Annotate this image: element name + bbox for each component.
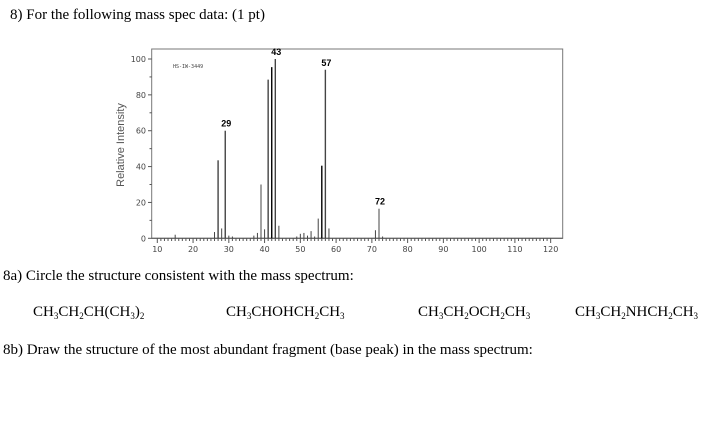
x-tick-label: 40 (259, 245, 269, 254)
formula-text: CH (600, 304, 622, 320)
plot-frame (151, 48, 564, 239)
subscript: 3 (130, 311, 135, 321)
subscript: 3 (693, 311, 699, 321)
peak-label: 43 (271, 47, 281, 57)
formula-text: CH (58, 304, 80, 320)
x-tick-label: 60 (331, 245, 341, 254)
formula-text: CH (319, 304, 341, 320)
peak-label: 29 (221, 119, 231, 129)
y-tick-label: 80 (136, 91, 146, 100)
structure-option-2[interactable]: CH3CHOHCH2CH3 (226, 304, 345, 321)
x-tick-label: 90 (438, 245, 448, 254)
subscript: 3 (340, 311, 345, 321)
formula-text: CH (575, 304, 596, 320)
subscript: 2 (79, 311, 84, 321)
formula-text: ) (134, 304, 140, 320)
subscript: 3 (246, 311, 252, 321)
y-tick-label: 60 (136, 127, 146, 136)
x-tick-label: 80 (403, 245, 413, 254)
subscript: 3 (53, 311, 59, 321)
x-tick-label: 100 (471, 245, 486, 254)
y-tick-label: 0 (141, 234, 146, 243)
structure-option-4[interactable]: CH3CH2NHCH2CH3 (575, 304, 698, 321)
formula-text: CH (418, 304, 439, 320)
subscript: 2 (464, 311, 469, 321)
y-tick-label: 100 (131, 55, 146, 64)
structure-option-1[interactable]: CH3CH2CH(CH3)2 (33, 304, 144, 321)
subscript: 2 (500, 311, 505, 321)
subscript: 2 (668, 311, 673, 321)
subscript: 3 (525, 311, 531, 321)
y-axis-label: Relative Intensity (115, 103, 127, 187)
subscript: 3 (438, 311, 444, 321)
question-title: 8) For the following mass spec data: (1 … (10, 7, 265, 23)
subscript: 3 (595, 311, 601, 321)
formula-text: NHCH (625, 304, 669, 320)
formula-text: CHOHCH (251, 304, 315, 320)
peak-label: 72 (375, 197, 385, 207)
x-tick-label: 10 (152, 245, 162, 254)
x-tick-label: 30 (224, 245, 234, 254)
y-tick-label: 40 (136, 163, 146, 172)
part-b-prompt: 8b) Draw the structure of the most abund… (3, 342, 533, 358)
x-tick-label: 110 (507, 245, 522, 254)
structure-option-3[interactable]: CH3CH2OCH2CH3 (418, 304, 530, 321)
formula-text: CH(CH (83, 304, 131, 320)
x-tick-label: 70 (367, 245, 377, 254)
peak-label: 57 (321, 58, 331, 68)
formula-text: CH (33, 304, 54, 320)
spectrum-code-label: HS-IW-3449 (173, 64, 203, 70)
formula-text: CH (226, 304, 247, 320)
x-tick-label: 50 (295, 245, 305, 254)
subscript: 2 (314, 311, 320, 321)
subscript: 2 (139, 311, 145, 321)
mass-spectrum-chart: 10 20 30 40 50 60 70 80 90 100 110 120 0 20 40 60 80 100 R… (115, 47, 564, 254)
formula-text: OCH (468, 304, 501, 320)
y-tick-label: 20 (136, 198, 146, 207)
formula-text: CH (504, 304, 526, 320)
x-tick-label: 20 (188, 245, 198, 254)
subscript: 2 (621, 311, 626, 321)
part-a-prompt: 8a) Circle the structure consistent with… (3, 268, 354, 284)
x-tick-label: 120 (543, 245, 558, 254)
formula-text: CH (672, 304, 694, 320)
formula-text: CH (443, 304, 465, 320)
